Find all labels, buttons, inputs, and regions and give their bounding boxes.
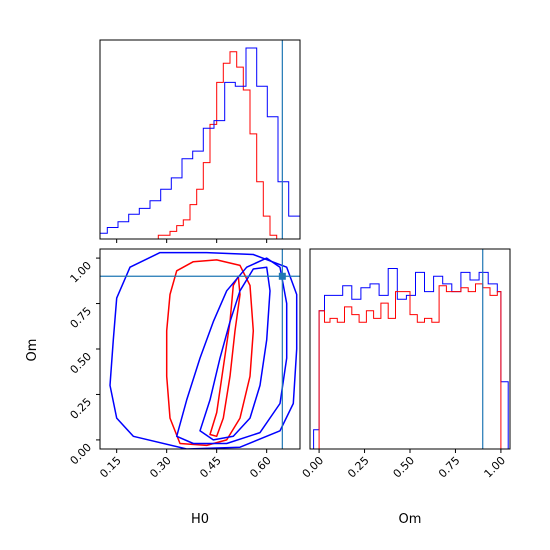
contour-frame	[99, 248, 301, 450]
contour-lines	[109, 251, 298, 449]
y-axis-label-om: Om	[25, 339, 40, 362]
contour-blue-outer	[109, 251, 298, 449]
h0-hist-frame	[99, 39, 301, 240]
contour-truth-marker	[278, 272, 286, 280]
contour-blue-inner	[199, 266, 271, 441]
contour-red-outer	[165, 259, 255, 447]
panel-h0-histogram	[99, 39, 301, 243]
om-hist-frame	[309, 248, 511, 450]
contour-red-inner	[209, 275, 241, 438]
contour-blue-middle	[175, 257, 288, 445]
x-axis-label-om: Om	[399, 512, 422, 527]
om-hist-red-series	[318, 283, 502, 449]
x-axis-label-h0: H0	[191, 512, 209, 527]
h0-hist-red-series	[100, 51, 278, 240]
h0-hist-blue-series	[99, 47, 301, 239]
